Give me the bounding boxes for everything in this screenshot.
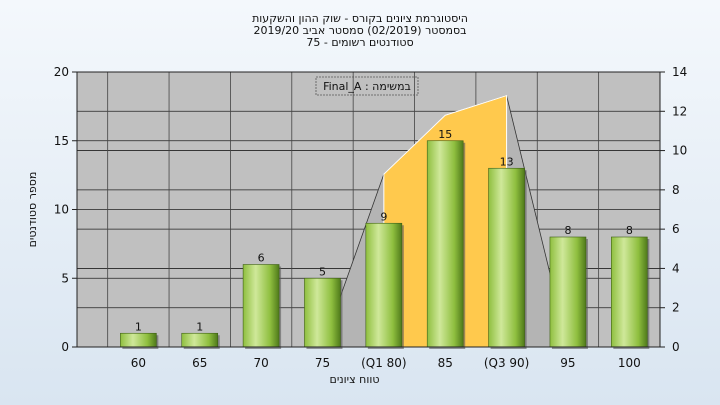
chart-title-line-1: היסטוגרמת ציונים בקורס - שוק ההון והשקעו… — [252, 12, 468, 25]
x-tick-label: 95 — [560, 356, 575, 370]
y2-tick-label: 6 — [672, 222, 680, 236]
x-tick-label: 70 — [253, 356, 268, 370]
legend-label: Final_A : במשימה — [323, 80, 411, 93]
y2-tick-label: 0 — [672, 340, 680, 354]
y2-tick-label: 8 — [672, 183, 680, 197]
data-label: 1 — [196, 320, 203, 333]
data-label: 1 — [135, 320, 142, 333]
x-tick-label: (Q1 80) — [361, 356, 407, 370]
y-tick-label: 15 — [54, 134, 69, 148]
x-tick-label: 60 — [131, 356, 146, 370]
data-label: 5 — [319, 265, 326, 278]
bar-95 — [549, 236, 587, 348]
y2-tick-label: 10 — [672, 144, 687, 158]
data-label: 8 — [626, 224, 633, 237]
chart-title-line-3: סטודנטים רשומים - 75 — [306, 36, 414, 49]
y-tick-label: 20 — [54, 65, 69, 79]
x-tick-label: 85 — [438, 356, 453, 370]
chart-title-line-2: בסמסטר (02/2019) סמסטר אביב 2019/20 — [253, 24, 467, 37]
y2-tick-label: 4 — [672, 261, 680, 275]
x-tick-label: (Q3 90) — [484, 356, 530, 370]
y-tick-label: 0 — [61, 340, 69, 354]
y-axis-label: מספר סטודנטים — [26, 172, 39, 248]
bar-65 — [181, 332, 219, 348]
y-tick-label: 10 — [54, 203, 69, 217]
y2-tick-label: 12 — [672, 104, 687, 118]
bar-75 — [304, 277, 341, 348]
x-axis-label: טווח ציונים — [330, 373, 380, 386]
bar-100 — [611, 236, 648, 348]
x-tick-label: 75 — [315, 356, 330, 370]
bar-85 — [426, 140, 464, 348]
x-tick-label: 100 — [618, 356, 641, 370]
y2-tick-label: 14 — [672, 65, 687, 79]
legend-box — [315, 76, 419, 96]
y2-tick-label: 2 — [672, 301, 680, 315]
data-label: 6 — [258, 252, 265, 265]
data-label: 15 — [438, 128, 452, 141]
data-label: 8 — [564, 224, 571, 237]
bar-(Q3 90) — [488, 167, 525, 348]
x-tick-label: 65 — [192, 356, 207, 370]
y-tick-label: 5 — [61, 271, 69, 285]
bar-(Q1 80) — [365, 222, 403, 348]
data-label: 13 — [500, 155, 514, 168]
bar-60 — [120, 332, 157, 348]
bar-70 — [242, 264, 280, 348]
data-label: 9 — [380, 210, 387, 223]
